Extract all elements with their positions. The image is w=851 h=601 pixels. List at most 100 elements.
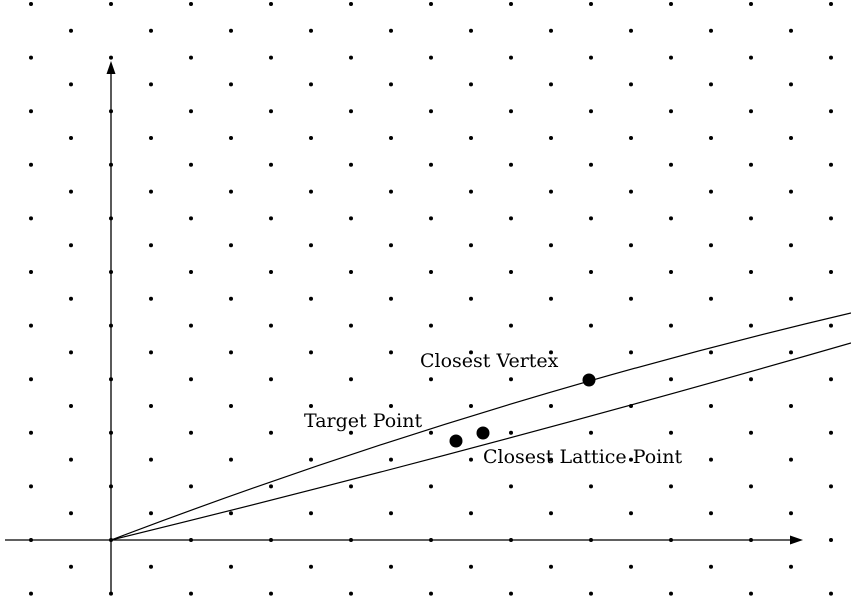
lattice-point bbox=[149, 136, 153, 140]
closest-vertex-label: Closest Vertex bbox=[420, 350, 559, 372]
lattice-point bbox=[509, 323, 513, 328]
lattice-point bbox=[509, 162, 513, 167]
lattice-point bbox=[389, 350, 393, 355]
lattice-point bbox=[229, 28, 233, 33]
lattice-point bbox=[269, 216, 273, 221]
lattice-point bbox=[509, 216, 513, 221]
lattice-point bbox=[549, 404, 553, 408]
lattice-point bbox=[309, 136, 313, 140]
lattice-point bbox=[829, 2, 833, 6]
lattice-point bbox=[229, 564, 233, 569]
lattice-point bbox=[669, 162, 673, 167]
lattice-point bbox=[749, 430, 753, 435]
lattice-point bbox=[749, 2, 753, 6]
lattice-point bbox=[509, 377, 513, 382]
lattice-point bbox=[829, 591, 833, 596]
lattice-point bbox=[189, 2, 193, 6]
lattice-point bbox=[189, 109, 193, 114]
lattice-point bbox=[629, 82, 633, 87]
lattice-point bbox=[749, 55, 753, 60]
lattice-point bbox=[589, 109, 593, 114]
lattice-point bbox=[589, 2, 593, 6]
lattice-point bbox=[269, 591, 273, 596]
y-axis-arrowhead bbox=[106, 61, 116, 74]
lattice-point bbox=[669, 55, 673, 60]
lattice-point bbox=[29, 162, 33, 167]
lattice-point bbox=[589, 484, 593, 489]
lattice-point bbox=[189, 323, 193, 328]
lattice-point bbox=[269, 2, 273, 6]
lattice-point bbox=[829, 162, 833, 167]
lattice-point bbox=[29, 270, 33, 274]
lattice-point bbox=[549, 28, 553, 33]
lattice-point bbox=[69, 457, 73, 462]
lattice-point bbox=[669, 430, 673, 435]
lattice-point bbox=[29, 55, 33, 60]
lattice-point bbox=[709, 457, 713, 462]
lattice-point bbox=[389, 404, 393, 408]
lattice-point bbox=[149, 564, 153, 569]
lattice-point bbox=[709, 564, 713, 569]
lattice-point bbox=[549, 243, 553, 248]
lattice-points bbox=[29, 2, 833, 596]
lattice-point bbox=[269, 484, 273, 489]
lattice-point bbox=[789, 136, 793, 140]
x-axis-arrowhead bbox=[790, 535, 803, 545]
lattice-point bbox=[509, 270, 513, 274]
lattice-point bbox=[549, 136, 553, 140]
lattice-point bbox=[429, 377, 433, 382]
lattice-point bbox=[229, 511, 233, 516]
lattice-point bbox=[509, 2, 513, 6]
lattice-point bbox=[469, 28, 473, 33]
lattice-point bbox=[29, 323, 33, 328]
closest-lattice-point-marker bbox=[476, 426, 490, 440]
lattice-point bbox=[69, 189, 73, 194]
lattice-point bbox=[709, 511, 713, 516]
lattice-point bbox=[469, 564, 473, 569]
lattice-point bbox=[669, 109, 673, 114]
lattice-point bbox=[229, 189, 233, 194]
lattice-point bbox=[429, 55, 433, 60]
lattice-point bbox=[269, 377, 273, 382]
lattice-point bbox=[389, 136, 393, 140]
lattice-point bbox=[789, 28, 793, 33]
lattice-point bbox=[69, 136, 73, 140]
lattice-point bbox=[149, 511, 153, 516]
lattice-point bbox=[429, 484, 433, 489]
lattice-point bbox=[229, 82, 233, 87]
lattice-point bbox=[549, 511, 553, 516]
lattice-point bbox=[309, 189, 313, 194]
lattice-point bbox=[629, 564, 633, 569]
lattice-point bbox=[269, 162, 273, 167]
lattice-point bbox=[749, 162, 753, 167]
lattice-point bbox=[629, 296, 633, 301]
lattice-point bbox=[189, 216, 193, 221]
lattice-point bbox=[429, 216, 433, 221]
lattice-point bbox=[149, 28, 153, 33]
lattice-point bbox=[29, 430, 33, 435]
lattice-point bbox=[669, 216, 673, 221]
lattice-point bbox=[69, 243, 73, 248]
lattice-point bbox=[269, 109, 273, 114]
lattice-point bbox=[469, 404, 473, 408]
lattice-point bbox=[149, 82, 153, 87]
lattice-point bbox=[589, 216, 593, 221]
lattice-point bbox=[469, 82, 473, 87]
lattice-point bbox=[749, 591, 753, 596]
lattice-point bbox=[829, 323, 833, 328]
lattice-point bbox=[749, 109, 753, 114]
lattice-point bbox=[709, 189, 713, 194]
lattice-point bbox=[749, 216, 753, 221]
lower-ray bbox=[110, 342, 851, 541]
lattice-point bbox=[229, 243, 233, 248]
lattice-point bbox=[829, 484, 833, 489]
lattice-point bbox=[149, 189, 153, 194]
lattice-point bbox=[829, 377, 833, 382]
lattice-point bbox=[829, 109, 833, 114]
closest-lattice-point-label: Closest Lattice Point bbox=[483, 446, 682, 468]
lattice-point bbox=[69, 564, 73, 569]
lattice-point bbox=[309, 243, 313, 248]
lattice-point bbox=[69, 82, 73, 87]
lattice-point bbox=[669, 323, 673, 328]
lattice-point bbox=[469, 296, 473, 301]
